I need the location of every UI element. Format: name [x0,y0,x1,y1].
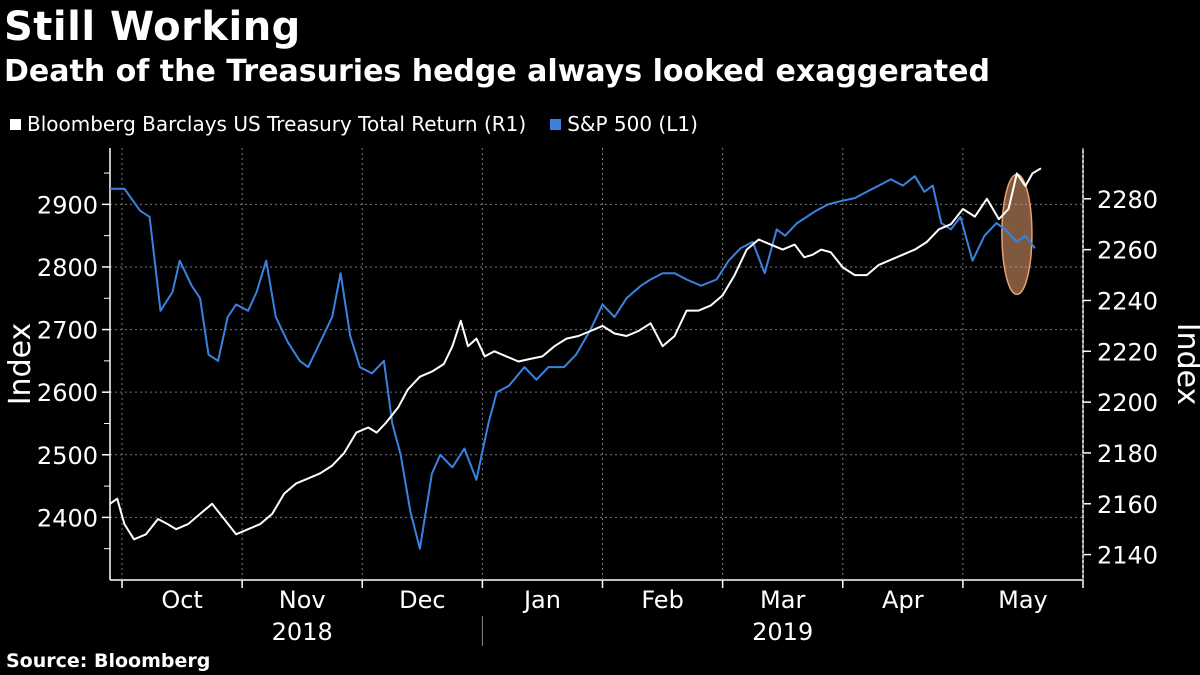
month-label-nov: Nov [279,586,326,614]
highlight-ellipse [1001,173,1033,296]
month-label-mar: Mar [760,586,805,614]
left-tick-label-2400: 2400 [37,504,98,532]
month-label-dec: Dec [399,586,445,614]
legend-label-treasury: Bloomberg Barclays US Treasury Total Ret… [27,112,527,136]
legend-label-sp500: S&P 500 (L1) [567,112,698,136]
right-tick-label-2180: 2180 [1097,440,1158,468]
month-label-oct: Oct [161,586,203,614]
series-line-sp500 [110,175,1036,550]
legend-swatch-sp500 [550,118,562,130]
month-label-feb: Feb [641,586,684,614]
year-label-2018: 2018 [272,618,333,646]
right-tick-label-2140: 2140 [1097,542,1158,570]
right-tick-label-2260: 2260 [1097,237,1158,265]
chart-subtitle: Death of the Treasuries hedge always loo… [4,54,990,89]
right-tick-label-2220: 2220 [1097,338,1158,366]
right-tick-label-2200: 2200 [1097,389,1158,417]
series-line-treasury [109,167,1042,541]
legend-item-treasury: Bloomberg Barclays US Treasury Total Ret… [10,112,526,136]
right-tick-label-2240: 2240 [1097,287,1158,315]
month-label-jan: Jan [522,586,561,614]
left-tick-label-2700: 2700 [37,317,98,345]
right-tick-label-2160: 2160 [1097,491,1158,519]
right-tick-label-2280: 2280 [1097,186,1158,214]
left-tick-label-2800: 2800 [37,254,98,282]
left-axis-title: Index [3,323,38,406]
left-tick-label-2900: 2900 [37,191,98,219]
legend-item-sp500: S&P 500 (L1) [550,112,698,136]
source-note: Source: Bloomberg [6,650,211,672]
right-axis-title: Index [1170,323,1200,406]
left-tick-label-2600: 2600 [37,379,98,407]
month-label-apr: Apr [882,586,924,614]
legend-swatch-treasury [10,118,21,130]
month-label-may: May [998,586,1048,614]
legend: Bloomberg Barclays US Treasury Total Ret… [10,112,698,136]
left-tick-label-2500: 2500 [37,442,98,470]
chart-title: Still Working [4,4,301,50]
year-label-2019: 2019 [752,618,813,646]
